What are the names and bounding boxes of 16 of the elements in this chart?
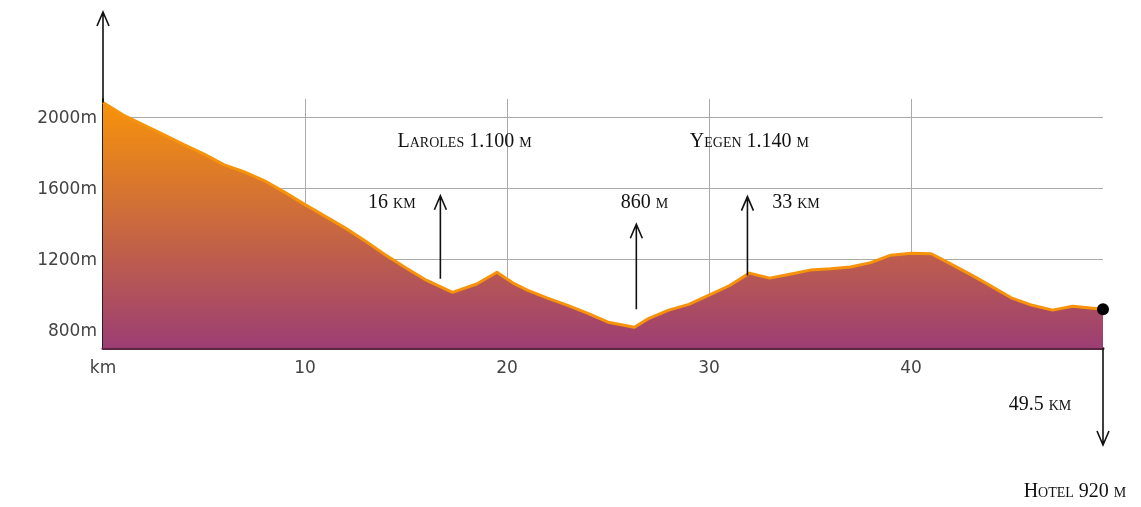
- x-tick-label: km: [89, 356, 117, 377]
- x-tick-label: 10: [294, 356, 316, 377]
- annotation: 860 m: [620, 189, 669, 213]
- y-tick-label: 1200m: [37, 249, 97, 270]
- annotation: 33 km: [772, 189, 820, 213]
- annotation: 16 km: [368, 189, 416, 213]
- y-tick-label: 1600m: [37, 177, 97, 198]
- y-tick-label: 800m: [47, 320, 97, 341]
- x-tick-label: 30: [698, 356, 720, 377]
- annotation: Laroles 1.100 m: [397, 128, 532, 152]
- x-tick-label: 20: [496, 356, 518, 377]
- text: Hotel 920 m: [1023, 478, 1127, 502]
- text: 49.5 km: [1008, 391, 1072, 415]
- x-tick-label: 40: [900, 356, 922, 377]
- y-tick-label: 2000m: [37, 106, 97, 127]
- annotation: Yegen 1.140 m: [689, 128, 810, 152]
